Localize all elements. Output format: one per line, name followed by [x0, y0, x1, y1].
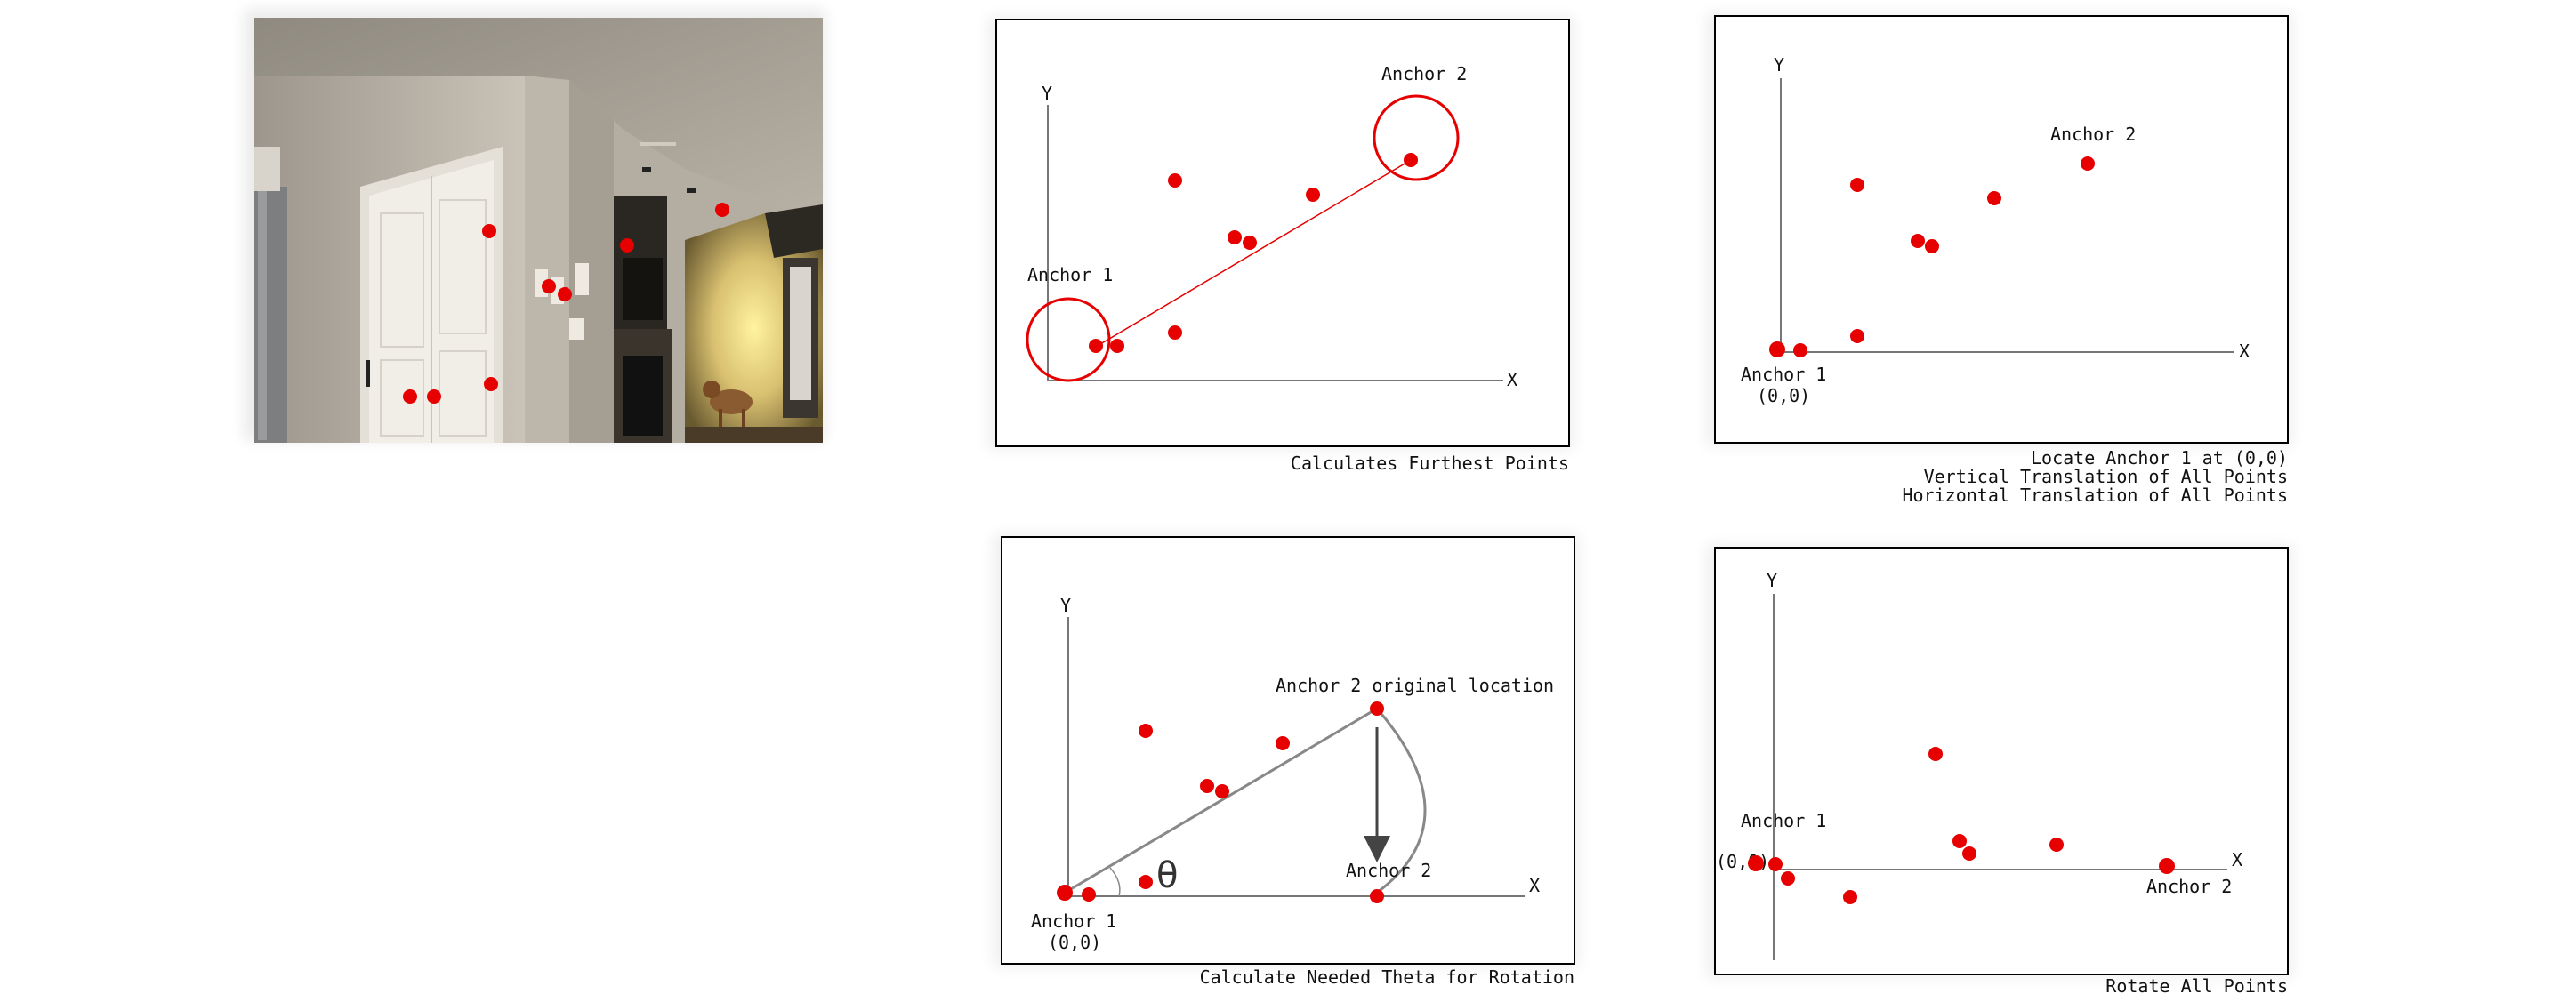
anchor1-coord: (0,0) [1757, 385, 1810, 406]
x-axis-label: X [2239, 341, 2250, 362]
panel2-caption-line2: Vertical Translation of All Points [1924, 466, 2288, 487]
panel-rotated: Y X Anchor 1 (0,0) Anchor 2 Rotate All P… [1706, 544, 2293, 997]
anchor1-point [1748, 855, 1764, 871]
panel4-caption: Rotate All Points [2105, 975, 2288, 997]
panel-frame [995, 19, 1570, 447]
anchor2-highlight-circle [1373, 94, 1460, 181]
data-point [1215, 784, 1229, 798]
anchor1-coord: (0,0) [1048, 932, 1101, 953]
anchor-connector-line [1095, 159, 1412, 348]
anchor2-label: Anchor 2 [1381, 63, 1467, 84]
anchor2-label: Anchor 2 [1346, 860, 1431, 881]
data-point [1228, 230, 1242, 244]
anchor2-point [2081, 156, 2095, 171]
theta-angle-arc [1109, 867, 1121, 897]
anchor1-label: Anchor 1 [1741, 810, 1826, 831]
hypotenuse-line [1064, 707, 1378, 894]
photo-feature-points [403, 203, 729, 404]
data-point [1781, 871, 1795, 886]
anchor1-label: Anchor 1 [1741, 364, 1826, 385]
rotation-arc [1375, 708, 1427, 894]
panel-theta: Y X θ Anchor 2 original location Anchor … [993, 533, 1580, 988]
photo-point [542, 279, 556, 293]
panel3-caption: Calculate Needed Theta for Rotation [1200, 966, 1574, 988]
panel-frame [1714, 15, 2289, 444]
data-point [1276, 736, 1290, 750]
data-point [2049, 838, 2064, 852]
data-point [1306, 188, 1320, 202]
data-point [1243, 236, 1257, 250]
photo-point [403, 389, 417, 404]
panel-frame [1001, 536, 1575, 965]
photo-point [715, 203, 729, 217]
y-axis-label: Y [1774, 54, 1784, 76]
theta-symbol: θ [1156, 855, 1178, 896]
panel2-caption-line3: Horizontal Translation of All Points [1903, 485, 2288, 506]
photo-point [484, 377, 498, 391]
anchor2-label: Anchor 2 [2050, 124, 2136, 145]
data-point [1911, 234, 1925, 248]
photo-point [482, 224, 496, 238]
anchor2-rotated-point [1370, 889, 1384, 903]
anchor1-point [1089, 339, 1103, 353]
anchor1-label: Anchor 1 [1027, 264, 1113, 285]
data-point [1952, 834, 1967, 848]
anchor2-point [1404, 153, 1418, 167]
photo-point [620, 238, 634, 253]
photo-point [427, 389, 441, 404]
anchor1-point [1057, 885, 1073, 901]
anchor1-highlight-circle [1026, 297, 1111, 382]
anchor1-label: Anchor 1 [1031, 910, 1116, 932]
photo-point [558, 287, 572, 301]
data-point [1850, 178, 1864, 192]
data-point [1139, 875, 1153, 889]
data-point [1962, 846, 1976, 861]
x-axis-label: X [1529, 875, 1540, 896]
anchor2-original-label: Anchor 2 original location [1276, 675, 1554, 696]
x-axis-label: X [1507, 369, 1517, 390]
y-axis-label: Y [1060, 595, 1071, 616]
kitchen-photo [244, 9, 825, 443]
anchor1-point [1769, 341, 1785, 357]
anchor2-point [2159, 858, 2175, 874]
panel-translation: Y X Anchor 2 Anchor 1 (0,0) Locate Ancho… [1706, 12, 2293, 506]
data-point [1139, 724, 1153, 738]
data-point [1768, 857, 1783, 871]
panel-furthest-points: Y X Anchor 1 Anchor 2 Calculates Furthes… [987, 16, 1574, 474]
data-point [1850, 329, 1864, 343]
panel-frame [1714, 547, 2289, 975]
data-point [1168, 325, 1182, 340]
data-point [1928, 747, 1943, 761]
data-point [1168, 173, 1182, 188]
panel1-caption: Calculates Furthest Points [1291, 453, 1569, 474]
data-point [1925, 239, 1939, 253]
anchor2-label: Anchor 2 [2146, 876, 2232, 897]
data-point [1987, 191, 2001, 205]
panel2-caption-line1: Locate Anchor 1 at (0,0) [2031, 447, 2288, 469]
data-point [1793, 343, 1807, 357]
anchor2-original-point [1370, 701, 1384, 716]
y-axis-label: Y [1767, 570, 1777, 591]
data-point [1200, 779, 1214, 793]
data-point [1843, 890, 1857, 904]
data-point [1082, 887, 1096, 902]
y-axis-label: Y [1042, 83, 1052, 104]
x-axis-label: X [2232, 849, 2242, 870]
data-point [1110, 339, 1124, 353]
